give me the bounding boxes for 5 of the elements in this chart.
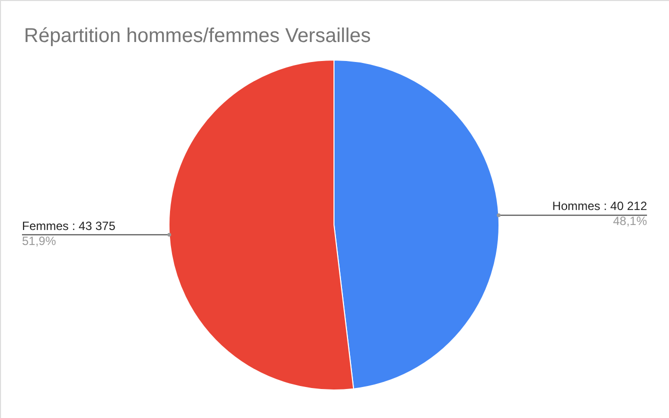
text: 48,1% (612, 214, 647, 228)
slice-label: Hommes : 40 212 (552, 199, 648, 214)
chart-title: Répartition hommes/femmes Versailles (24, 25, 371, 47)
text: 51,9% (22, 234, 56, 248)
slice-label: Femmes : 43 375 (22, 218, 116, 233)
